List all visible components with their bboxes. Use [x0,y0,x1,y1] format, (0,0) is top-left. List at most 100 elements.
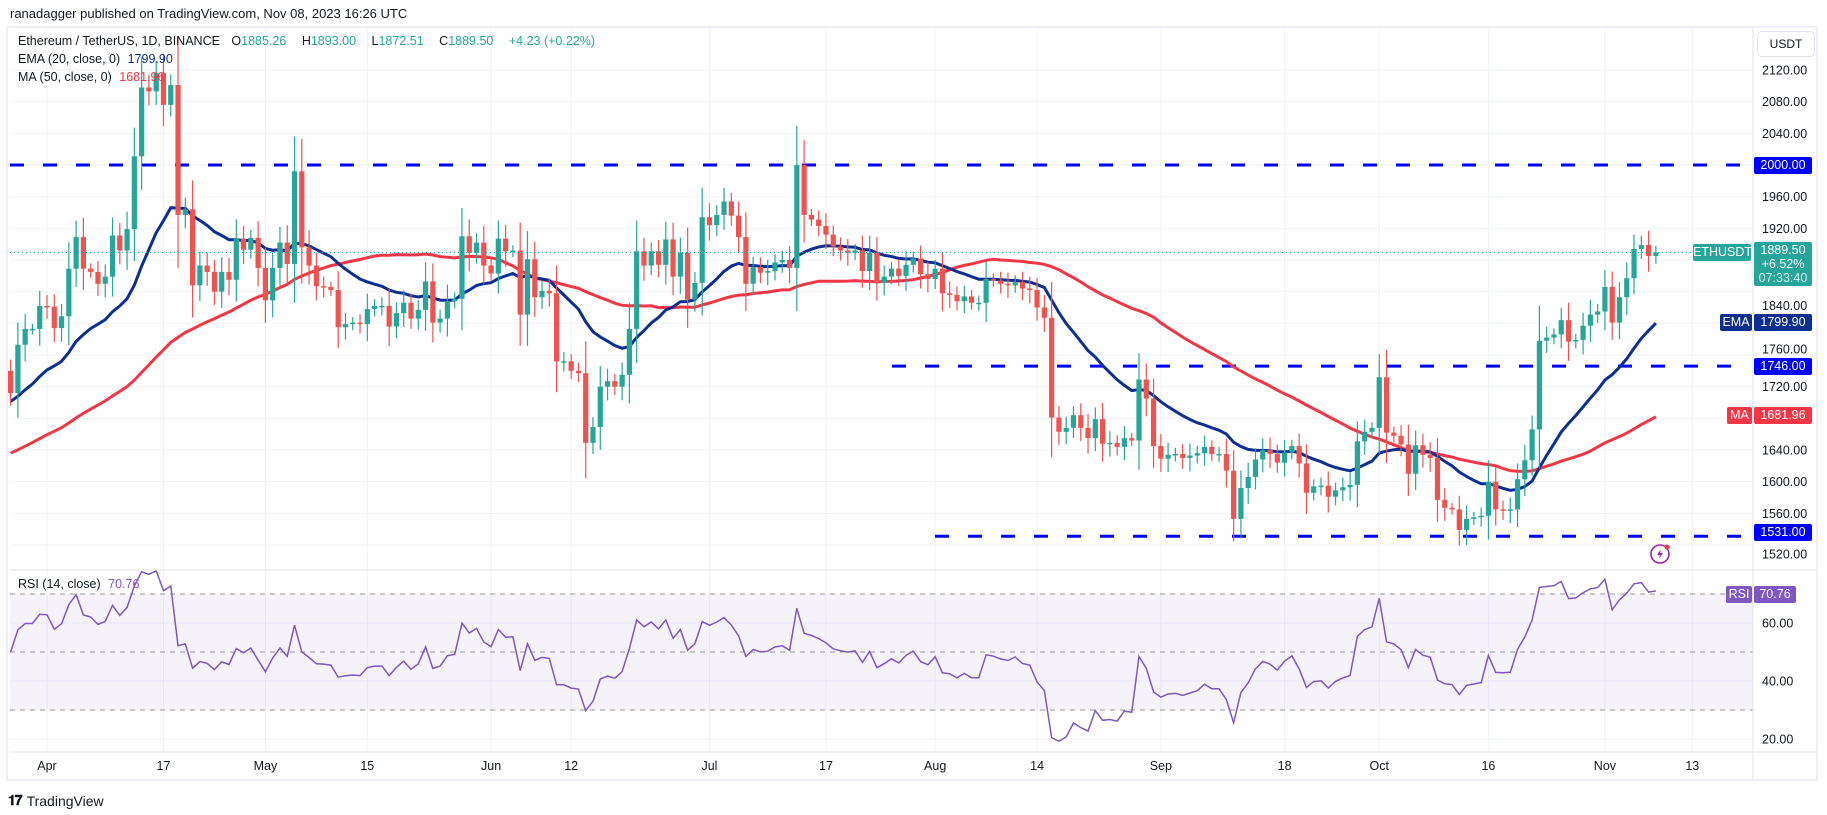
candle-body [1238,488,1244,519]
candle-body [1107,442,1113,445]
candle [714,205,720,236]
candle [757,257,764,284]
candle-body [1522,460,1528,480]
candle [634,220,640,364]
ema-legend-label: EMA (20, close, 0) [18,52,121,66]
brand-name: TradingView [26,792,104,809]
candle [131,127,137,261]
price-tick-label: 1720.00 [1762,380,1807,394]
candles [8,37,1659,546]
candle [8,359,14,406]
ema-tag-value: 1799.90 [1754,314,1812,331]
candle-body [1303,463,1310,493]
price-tag: 1889.50 +6.52% 07:33:40 [1754,242,1812,286]
candle-body [393,313,400,327]
candle-body [1252,459,1259,477]
candle [1587,299,1593,343]
rsi-tick-label: 20.00 [1762,733,1793,747]
candle-body [364,309,370,325]
candle-body [168,85,174,105]
candle-body [604,381,611,387]
candle-body [291,171,298,264]
candle [1369,422,1375,438]
candle-body [204,265,210,272]
candle-body [859,250,865,272]
candle-body [554,293,560,362]
candle-body [408,302,414,319]
candle-body [539,290,545,298]
candle [262,247,268,323]
tradingview-logo[interactable]: 𝟏𝟕 TradingView [8,792,104,809]
candle [808,209,814,227]
candle [1565,302,1572,361]
candle-body [444,301,450,319]
time-tick-label: 17 [157,759,171,773]
candle-body [88,268,94,272]
symbol-legend[interactable]: Ethereum / TetherUS, 1D, BINANCE O1885.2… [18,34,599,48]
candle-body [379,305,385,308]
candle [968,290,975,310]
candle-body [612,381,618,387]
candle [1143,363,1149,417]
ema-tag-label: EMA [1720,314,1752,331]
candle [503,224,509,267]
candle-body [1049,317,1055,418]
candle [1252,448,1259,490]
candle [590,417,596,454]
ma-legend[interactable]: MA (50, close, 0) 1681.96 [18,70,168,84]
candle [37,290,43,346]
candle [1624,262,1630,315]
candle [961,285,967,314]
candle [393,302,400,339]
candle-body [1201,446,1208,454]
candle-body [932,268,938,280]
candle-body [1464,518,1470,530]
candle [481,226,487,284]
candle-body [1216,453,1222,456]
candle [415,300,421,330]
time-tick-label: 16 [1481,759,1495,773]
candle [1638,235,1644,260]
candle [1616,282,1623,340]
candle [66,242,72,346]
candle [1595,304,1601,323]
ma-legend-label: MA (50, close, 0) [18,70,112,84]
candle [51,294,57,342]
candle-body [1493,481,1499,510]
candle-body [1500,509,1506,511]
candle-body [1405,444,1411,474]
candle-body [190,209,196,286]
candle-body [1267,450,1273,454]
candle-body [437,318,443,323]
candle-body [1158,446,1164,459]
candle-body [1129,438,1135,441]
candle-body [1413,445,1419,474]
candle [15,322,21,418]
candle-body [386,305,392,327]
candle [837,237,844,261]
candle-body [1544,337,1550,341]
candle [190,180,196,318]
candle-body [1369,427,1375,432]
candle [597,366,603,450]
rsi-legend[interactable]: RSI (14, close) 70.76 [18,577,143,591]
candle [583,341,589,479]
candle [947,281,953,309]
candle [204,252,210,286]
candle [1216,446,1222,462]
candle-body [160,73,167,105]
candle-body [452,298,458,302]
ema-legend[interactable]: EMA (20, close, 0) 1799.90 [18,52,177,66]
candle-body [1041,307,1047,318]
candle [284,225,290,284]
candle-body [583,373,589,443]
currency-button[interactable]: USDT [1757,31,1815,57]
candle [881,265,887,296]
candle-body [1209,446,1215,454]
candle [765,259,771,286]
candle-body [1100,419,1106,444]
time-tick-label: Nov [1594,759,1617,773]
candle [22,313,28,362]
rsi-reference-lines [10,593,1753,711]
